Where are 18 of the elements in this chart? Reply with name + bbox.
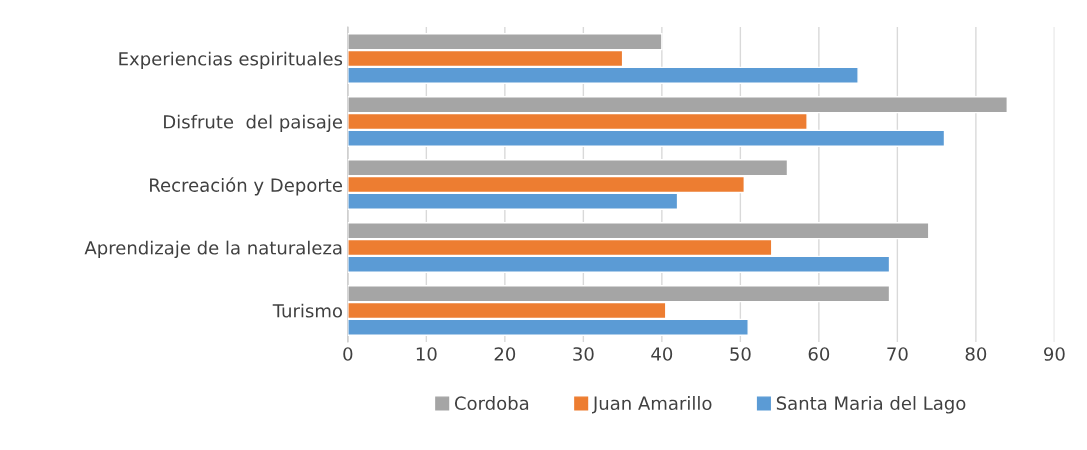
x-tick-label: 40 — [651, 347, 673, 361]
x-tick-label: 60 — [808, 347, 830, 361]
x-tick-label: 80 — [965, 347, 987, 361]
legend-label: Cordoba — [454, 396, 529, 411]
x-tick-label: 70 — [887, 347, 908, 361]
x-tick-label: 0 — [343, 347, 353, 361]
legend-label: Santa Maria del Lago — [776, 396, 966, 414]
y-tick-label: Experiencias espirituales — [119, 51, 343, 70]
x-tick-label: 30 — [573, 347, 594, 361]
x-tick-label: 20 — [494, 347, 516, 361]
y-tick-label: Aprendizaje de la naturaleza — [84, 240, 342, 259]
y-tick-label: Disfrute del paisaje — [164, 114, 343, 133]
legend-label: Juan Amarillo — [591, 396, 712, 414]
x-tick-label: 90 — [1044, 347, 1065, 361]
x-tick-label: 50 — [730, 347, 751, 361]
y-tick-label: Recreación y Deporte — [150, 177, 343, 196]
y-tick-label: Turismo — [272, 303, 342, 318]
x-tick-label: 10 — [416, 347, 437, 361]
